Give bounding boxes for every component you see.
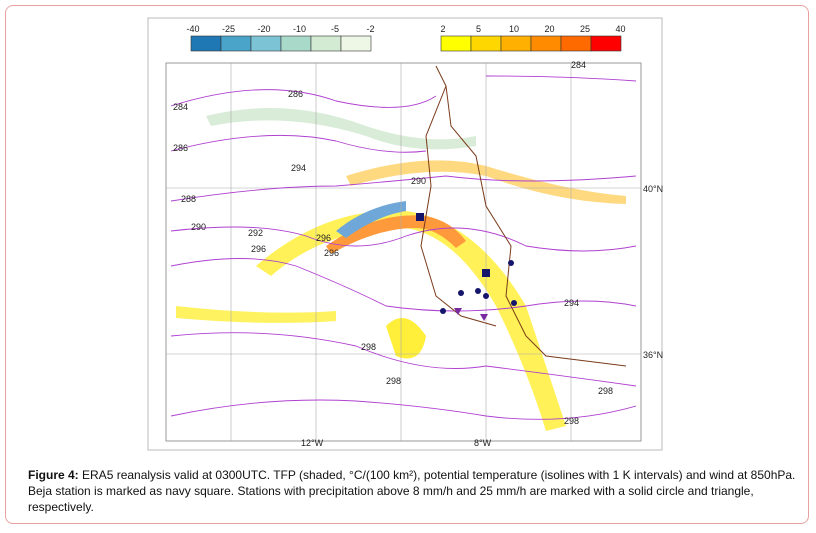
isoline-label: 294 (291, 163, 306, 173)
shading-green (206, 108, 476, 150)
coastline (420, 85, 497, 327)
isoline-label: 284 (173, 102, 188, 112)
isoline-label: 296 (324, 248, 339, 258)
isoline-label: 298 (564, 416, 579, 426)
coastline (435, 65, 627, 367)
isoline-label: 298 (386, 376, 401, 386)
colorbar-label: 40 (615, 24, 625, 34)
shading-orange (346, 160, 626, 204)
isolines (170, 75, 637, 420)
caption-label: Figure 4: (28, 468, 79, 482)
isoline-label: 290 (411, 176, 426, 186)
colorbar-label: 5 (476, 24, 481, 34)
latitude-label: 36°N (643, 350, 663, 360)
colorbar-label: -25 (222, 24, 235, 34)
shading-blue (336, 201, 406, 238)
shading-yellow (386, 318, 426, 359)
caption: Figure 4: ERA5 reanalysis valid at 0300U… (28, 467, 798, 515)
colorbar-box (470, 35, 502, 52)
isoline-label: 290 (191, 222, 206, 232)
colorbar-label: 20 (544, 24, 554, 34)
stations (440, 260, 517, 314)
station-square (416, 213, 424, 221)
isoline-label: 284 (571, 60, 586, 70)
colorbar-label: 2 (440, 24, 445, 34)
colorbar-box (250, 35, 282, 52)
colorbar-label: -40 (186, 24, 199, 34)
colorbar-label: -10 (293, 24, 306, 34)
longitude-label: 12°W (301, 438, 324, 448)
isoline-label: 292 (248, 228, 263, 238)
colorbar-box (280, 35, 312, 52)
colorbar-label: -2 (366, 24, 374, 34)
isoline-label: 296 (316, 233, 331, 243)
station-square (482, 269, 490, 277)
station-triangle (480, 314, 488, 321)
isoline-label: 296 (251, 244, 266, 254)
colorbar-box (340, 35, 372, 52)
colorbar-box (440, 35, 472, 52)
map-area (165, 62, 642, 442)
isoline-label: 294 (564, 298, 579, 308)
station-triangle (454, 308, 462, 315)
isoline-label: 288 (181, 194, 196, 204)
colorbar-label: -20 (257, 24, 270, 34)
shading-orange (326, 215, 466, 254)
isoline-label: 286 (288, 89, 303, 99)
longitude-label: 8°W (474, 438, 492, 448)
figure-card: -40 -25 -20 -10 -5 -2 2 5 10 20 25 40 284 286 288 290 29… (5, 5, 809, 524)
isoline-label: 286 (173, 143, 188, 153)
isoline-label: 298 (361, 342, 376, 352)
colorbar-box (500, 35, 532, 52)
colorbar-label: 10 (509, 24, 519, 34)
latitude-label: 40°N (643, 184, 663, 194)
isoline-label: 298 (598, 386, 613, 396)
figure-map: -40 -25 -20 -10 -5 -2 2 5 10 20 25 4028428628829029… (147, 17, 663, 451)
colorbar-box (530, 35, 562, 52)
colorbar-label: 25 (580, 24, 590, 34)
colorbar-label: -5 (331, 24, 339, 34)
colorbar-box (220, 35, 252, 52)
caption-text: ERA5 reanalysis valid at 0300UTC. TFP (s… (28, 468, 796, 514)
colorbar-box (310, 35, 342, 52)
shading-yellow (256, 210, 566, 431)
colorbar-box (560, 35, 592, 52)
shading-yellow (176, 306, 336, 323)
grid (166, 63, 641, 441)
colorbar-box (190, 35, 222, 52)
colorbar-box (590, 35, 622, 52)
